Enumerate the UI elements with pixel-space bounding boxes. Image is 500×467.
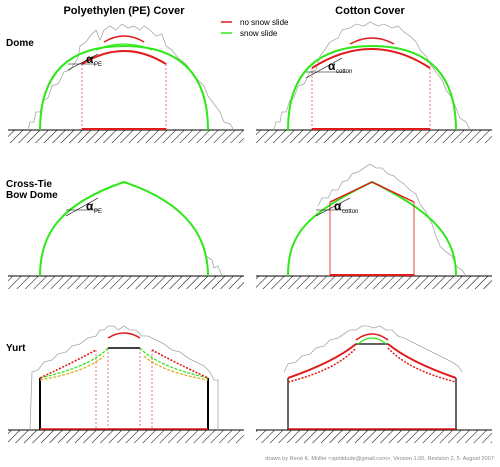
roof-no-slide-dashed xyxy=(387,347,457,383)
angle-tangent xyxy=(305,57,343,79)
ground-hatch xyxy=(256,130,492,143)
cap-inner xyxy=(107,332,141,339)
row-label-dome: Dome xyxy=(6,38,34,49)
snow-outline xyxy=(27,23,235,131)
roof-slide xyxy=(39,347,109,379)
legend: no snow slide snow slide xyxy=(221,18,289,38)
column-title-pe: Polyethylen (PE) Cover xyxy=(63,5,185,17)
ridge-left-no-slide xyxy=(329,181,373,203)
snow-outline xyxy=(317,163,467,277)
angle-tangent xyxy=(65,197,99,217)
pe-crosstie-dome: α PE xyxy=(8,180,244,289)
ground-hatch xyxy=(256,430,492,443)
snow-outline xyxy=(205,255,223,277)
legend-slide-label: snow slide xyxy=(240,29,278,38)
roof-no-slide xyxy=(387,343,457,379)
alpha-subscript: PE xyxy=(94,209,102,215)
column-title-cotton: Cotton Cover xyxy=(335,5,405,17)
cap-inner xyxy=(355,333,389,341)
snow-outline xyxy=(29,325,219,431)
cap-green xyxy=(95,43,153,51)
roof-transition xyxy=(39,355,105,381)
ridge-right-no-slide xyxy=(371,181,415,203)
ground-hatch xyxy=(8,130,244,143)
alpha-subscript: cotton xyxy=(342,209,358,215)
cotton-crosstie-dome: α cotton xyxy=(256,163,492,289)
cap-no-slide xyxy=(311,48,431,69)
legend-no-slide-label: no snow slide xyxy=(240,18,289,27)
cap-inner xyxy=(103,35,145,43)
dome-shell xyxy=(39,44,209,131)
cap-inner xyxy=(349,37,395,45)
crosstie-shell xyxy=(39,180,209,277)
snow-outline xyxy=(283,325,463,373)
roof-transition xyxy=(143,355,209,381)
alpha-subscript: PE xyxy=(94,62,102,68)
pe-dome: α PE xyxy=(8,23,244,143)
cap-no-slide xyxy=(81,50,167,65)
angle-tangent xyxy=(315,197,351,217)
angle-tangent xyxy=(67,53,99,71)
ground-hatch xyxy=(8,430,244,443)
crosstie-shell xyxy=(287,180,457,277)
pe-yurt xyxy=(8,325,244,443)
ground-hatch xyxy=(8,276,244,289)
row-label-crosstie-1: Cross-Tie xyxy=(6,179,52,190)
cotton-yurt xyxy=(256,325,492,443)
ground-hatch xyxy=(256,276,492,289)
row-label-crosstie-2: Bow Dome xyxy=(6,190,58,201)
roof-no-slide-dashed xyxy=(287,347,357,383)
credit-line: drawn by René K. Müller <spiritdude@gmai… xyxy=(265,456,494,462)
roof-no-slide xyxy=(151,349,209,379)
alpha-symbol: α xyxy=(328,59,336,73)
cotton-dome: α cotton xyxy=(256,21,492,143)
roof-slide xyxy=(139,347,209,379)
alpha-symbol: α xyxy=(334,199,342,213)
roof-no-slide xyxy=(287,343,357,379)
alpha-subscript: cotton xyxy=(336,69,352,75)
cap-green xyxy=(357,337,387,345)
snow-outline xyxy=(273,21,471,131)
alpha-symbol: α xyxy=(86,52,94,66)
row-label-yurt: Yurt xyxy=(6,343,26,354)
dome-shell xyxy=(287,44,457,131)
alpha-symbol: α xyxy=(86,199,94,213)
